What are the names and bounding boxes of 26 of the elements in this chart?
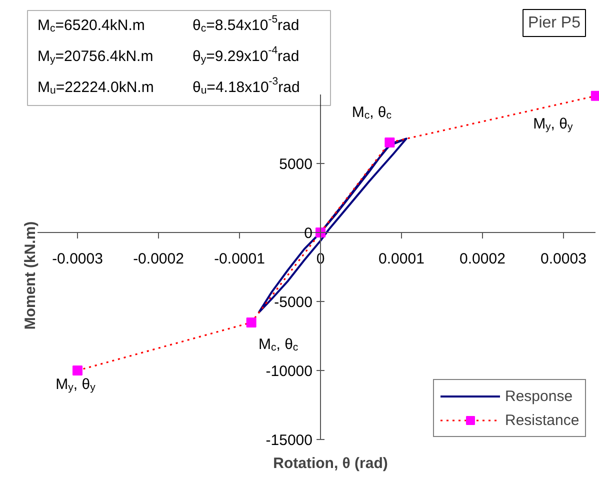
x-tick-label: 0.0001 — [378, 250, 424, 268]
y-tick-label: -5000 — [274, 294, 313, 311]
point — [590, 90, 599, 101]
x-tick-label: -0.0003 — [52, 250, 103, 268]
x-tick-label: 0.0002 — [460, 250, 506, 268]
annotation: My, θy — [533, 115, 574, 133]
chart-title: Pier P5 — [528, 14, 581, 32]
x-tick-label: -0.0002 — [133, 250, 184, 268]
text: Mc=6520.4kN.m — [38, 17, 145, 34]
annotation: Mc, θc — [352, 104, 392, 122]
text: My=20756.4kN.m — [38, 48, 154, 66]
x-axis-title: Rotation, θ (rad) — [273, 455, 388, 472]
annotation: Mc, θc — [258, 336, 298, 354]
y-axis-title: Moment (kN.m) — [22, 221, 39, 330]
x-tick-label: 0.0003 — [540, 250, 586, 268]
legend-label: Response — [505, 388, 573, 404]
point — [384, 138, 395, 148]
x-tick-label: -0.0001 — [214, 250, 265, 268]
point — [246, 317, 256, 328]
y-tick-label: 5000 — [279, 156, 313, 173]
y-tick-label: -15000 — [266, 432, 313, 449]
annotation: My, θy — [56, 376, 96, 394]
point — [72, 366, 82, 376]
y-tick-label: -10000 — [266, 363, 313, 380]
legend-label: Resistance — [505, 412, 580, 428]
annotation: Mu=22224.0kN.m — [38, 79, 154, 96]
